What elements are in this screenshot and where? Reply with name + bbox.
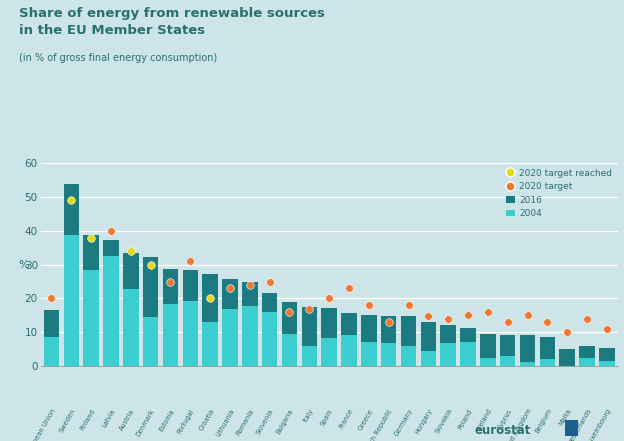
Bar [341,335,357,366]
Bar [461,342,475,366]
Bar [361,342,376,366]
Bar [84,235,99,366]
Bar [540,359,555,366]
Bar [163,304,178,366]
Bar [579,346,595,366]
Bar [560,349,575,366]
Bar [44,337,59,366]
Bar [441,325,456,366]
Text: in the EU Member States: in the EU Member States [19,24,205,37]
Bar [599,361,615,366]
Bar [461,328,475,366]
Bar [84,269,99,366]
Bar [103,256,119,366]
Bar [540,336,555,366]
Bar [282,302,297,366]
Bar [401,316,416,366]
Bar [202,274,218,366]
Bar [500,355,515,366]
Bar [64,235,79,366]
Bar [282,334,297,366]
Bar [480,358,495,366]
Bar [361,314,376,366]
Text: Share of energy from renewable sources: Share of energy from renewable sources [19,7,324,19]
Bar [401,347,416,366]
Bar [242,281,258,366]
Bar [500,335,515,366]
Bar [341,313,357,366]
Bar [143,317,158,366]
Bar [421,322,436,366]
Bar [64,184,79,366]
Bar [183,269,198,366]
Bar [183,301,198,366]
Text: eurostat: eurostat [474,424,530,437]
Bar [123,289,139,366]
Bar [242,306,258,366]
Legend: 2020 target reached, 2020 target, 2016, 2004: 2020 target reached, 2020 target, 2016, … [502,165,616,222]
Bar [202,322,218,366]
Bar [421,351,436,366]
Bar [123,253,139,366]
Bar [599,348,615,366]
Bar [520,335,535,366]
Bar [579,358,595,366]
Bar [381,316,396,366]
Bar [321,307,337,366]
Text: (in % of gross final energy consumption): (in % of gross final energy consumption) [19,53,217,63]
Bar [143,257,158,366]
Y-axis label: %: % [18,260,29,269]
Bar [262,312,278,366]
Bar [381,343,396,366]
Bar [321,338,337,366]
Bar [222,309,238,366]
Bar [441,344,456,366]
Bar [222,280,238,366]
Bar [301,307,317,366]
Bar [262,293,278,366]
Bar [44,310,59,366]
Bar [103,240,119,366]
Bar [520,362,535,366]
Bar [163,269,178,366]
Bar [480,334,495,366]
Bar [301,346,317,366]
